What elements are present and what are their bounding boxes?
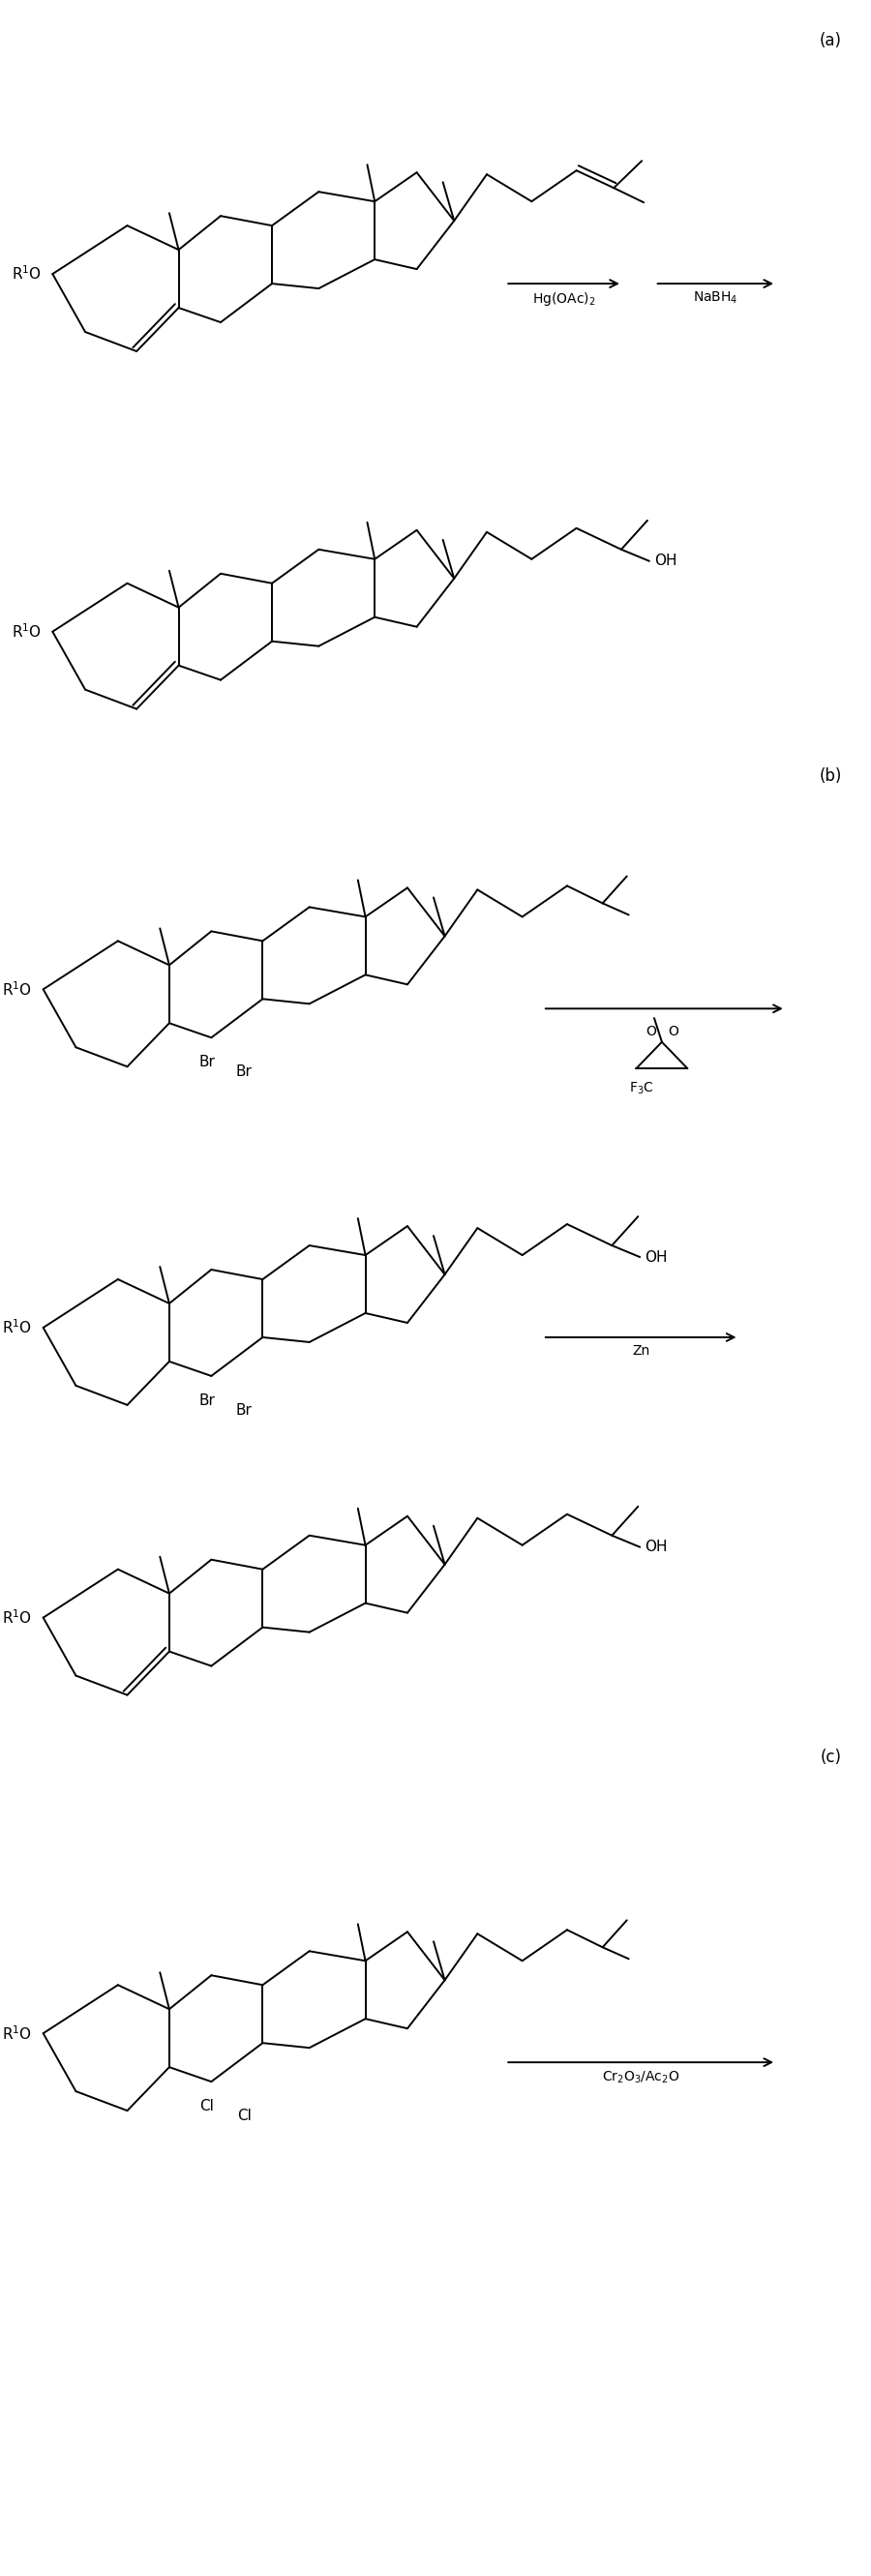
Text: Cr$_2$O$_3$/Ac$_2$O: Cr$_2$O$_3$/Ac$_2$O — [602, 2069, 679, 2084]
Text: Br: Br — [199, 1056, 215, 1069]
Text: OH: OH — [654, 554, 677, 569]
Text: NaBH$_4$: NaBH$_4$ — [693, 291, 738, 307]
Text: R$^1$O: R$^1$O — [11, 623, 41, 641]
Text: R$^1$O: R$^1$O — [2, 981, 32, 999]
Text: OH: OH — [645, 1540, 667, 1553]
Text: R$^1$O: R$^1$O — [2, 2025, 32, 2043]
Text: Cl: Cl — [199, 2099, 214, 2112]
Text: (c): (c) — [820, 1749, 841, 1765]
Text: Br: Br — [236, 1064, 253, 1079]
Text: (b): (b) — [819, 768, 841, 783]
Text: Zn: Zn — [632, 1345, 650, 1358]
Text: F$_3$C: F$_3$C — [629, 1079, 654, 1095]
Text: Br: Br — [199, 1394, 215, 1409]
Text: R$^1$O: R$^1$O — [11, 265, 41, 283]
Text: R$^1$O: R$^1$O — [2, 1607, 32, 1625]
Text: Br: Br — [236, 1404, 253, 1417]
Text: OH: OH — [645, 1249, 667, 1265]
Text: O: O — [645, 1025, 656, 1038]
Text: R$^1$O: R$^1$O — [2, 1319, 32, 1337]
Text: O: O — [668, 1025, 679, 1038]
Text: Hg(OAc)$_2$: Hg(OAc)$_2$ — [532, 291, 596, 307]
Text: (a): (a) — [820, 33, 841, 49]
Text: Cl: Cl — [237, 2110, 251, 2123]
